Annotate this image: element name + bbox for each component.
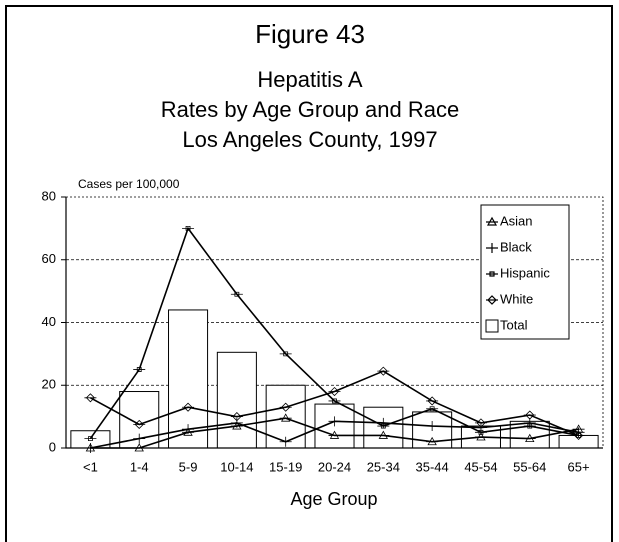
y-axis-label: Cases per 100,000 — [78, 177, 180, 191]
legend-label: Black — [500, 239, 532, 254]
marker — [279, 413, 292, 422]
legend-swatch — [486, 295, 498, 305]
marker — [182, 424, 195, 435]
x-tick-label: <1 — [83, 459, 98, 474]
marker — [426, 406, 439, 412]
subtitle: Rates by Age Group and Race — [161, 97, 459, 122]
legend-label: Hispanic — [500, 265, 550, 280]
marker — [474, 422, 487, 433]
x-tick-label: 45-54 — [464, 459, 497, 474]
legend-label: White — [500, 291, 533, 306]
x-tick-label: 25-34 — [367, 459, 400, 474]
marker — [572, 430, 585, 441]
y-tick-label: 80 — [42, 188, 56, 203]
x-tick-label: 5-9 — [179, 459, 198, 474]
marker — [328, 398, 341, 404]
legend-box — [480, 204, 570, 340]
marker — [523, 410, 536, 420]
frame — [5, 5, 613, 542]
x-tick-label: 35-44 — [416, 459, 449, 474]
x-tick-label: 65+ — [568, 459, 590, 474]
y-tick-label: 0 — [49, 439, 56, 454]
marker — [426, 436, 439, 446]
marker — [377, 366, 390, 376]
marker — [230, 291, 243, 297]
marker — [328, 386, 341, 397]
marker — [426, 421, 439, 432]
marker — [84, 436, 97, 441]
marker — [426, 396, 439, 406]
bar — [216, 351, 257, 449]
legend-swatch — [486, 271, 498, 277]
marker — [230, 417, 243, 428]
x-tick-label: 20-24 — [318, 459, 351, 474]
marker — [182, 225, 195, 231]
marker — [328, 416, 341, 427]
marker — [279, 351, 292, 357]
x-tick-label: 15-19 — [269, 459, 302, 474]
legend-label: Total — [500, 317, 528, 332]
marker — [474, 418, 487, 428]
marker — [523, 423, 536, 429]
legend-label: Asian — [500, 213, 533, 228]
x-tick-label: 55-64 — [513, 459, 546, 474]
marker — [474, 429, 487, 435]
subtitle: Hepatitis A — [257, 67, 362, 92]
legend-swatch — [486, 243, 498, 253]
plot-frame — [66, 196, 604, 448]
marker — [523, 433, 536, 442]
marker — [279, 402, 292, 412]
marker — [84, 393, 97, 403]
marker — [328, 430, 341, 439]
marker — [377, 423, 390, 429]
marker — [474, 432, 487, 441]
marker — [133, 367, 146, 372]
marker — [182, 402, 195, 412]
legend-swatch — [485, 319, 499, 333]
x-tick-label: 10-14 — [220, 459, 253, 474]
legend-swatch — [486, 216, 498, 226]
marker — [377, 430, 390, 439]
marker — [230, 412, 243, 422]
y-tick-label: 20 — [42, 377, 56, 392]
y-tick-label: 60 — [42, 251, 56, 266]
marker — [133, 433, 146, 444]
y-tick-label: 40 — [42, 314, 56, 329]
subtitle: Los Angeles County, 1997 — [182, 127, 437, 152]
x-axis-label: Age Group — [290, 489, 377, 509]
marker — [133, 419, 146, 430]
x-tick-label: 1-4 — [130, 459, 149, 474]
axes — [65, 197, 603, 449]
chart-title: Figure 43 — [255, 19, 365, 49]
marker — [279, 436, 292, 447]
